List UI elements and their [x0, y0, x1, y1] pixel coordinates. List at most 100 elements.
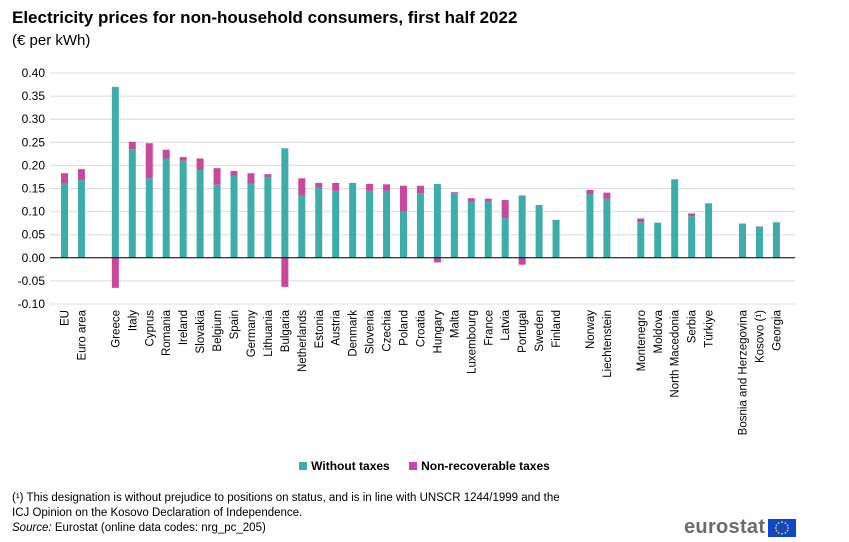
bar-without-taxes: [637, 222, 645, 258]
source-line: Source: Eurostat (online data codes: nrg…: [12, 522, 266, 534]
bar-non-recoverable-taxes: [281, 257, 289, 287]
x-tick-label: Montenegro: [636, 310, 648, 371]
y-tick-label: 0.05: [22, 228, 46, 242]
bar-non-recoverable-taxes: [400, 185, 407, 212]
bar-non-recoverable-taxes: [433, 257, 441, 263]
bar-non-recoverable-taxes: [213, 168, 221, 185]
bar-non-recoverable-taxes: [366, 183, 374, 191]
y-tick-label: 0.00: [22, 251, 46, 265]
bar-without-taxes: [688, 216, 696, 258]
bar-without-taxes: [586, 194, 594, 258]
bar-without-taxes: [77, 180, 85, 258]
x-tick-label: Norway: [585, 310, 597, 349]
y-tick-label: 0.10: [22, 205, 46, 219]
x-tick-label: Spain: [229, 310, 241, 339]
bar-non-recoverable-taxes: [535, 205, 543, 207]
bar-without-taxes: [705, 203, 713, 258]
bar-without-taxes: [366, 190, 374, 258]
y-tick-label: 0.15: [22, 182, 46, 196]
y-tick-label: -0.10: [18, 297, 46, 311]
legend-item-non-recoverable: Non-recoverable taxes: [409, 459, 550, 473]
x-tick-label: Moldova: [653, 309, 665, 353]
bar-non-recoverable-taxes: [315, 182, 323, 188]
x-tick-label: Sweden: [534, 310, 546, 352]
bar-without-taxes: [349, 183, 357, 258]
x-tick-label: Denmark: [348, 310, 360, 357]
bar-without-taxes: [128, 149, 136, 258]
x-tick-label: Poland: [399, 310, 411, 346]
bar-non-recoverable-taxes: [128, 141, 136, 150]
eu-flag-icon: [768, 518, 797, 537]
bar-non-recoverable-taxes: [603, 192, 611, 199]
bar-non-recoverable-taxes: [111, 257, 119, 288]
x-tick-label: Italy: [127, 310, 139, 331]
y-tick-label: 0.40: [22, 66, 46, 80]
bar-non-recoverable-taxes: [145, 143, 153, 179]
x-tick-label: Cyprus: [144, 310, 156, 347]
bar-without-taxes: [145, 178, 153, 258]
bar-non-recoverable-taxes: [264, 174, 272, 177]
x-tick-label: France: [483, 310, 495, 346]
x-tick-label: Ireland: [178, 310, 190, 345]
bar-without-taxes: [467, 201, 475, 258]
y-tick-label: 0.30: [22, 112, 46, 126]
legend-label-without-taxes: Without taxes: [311, 459, 390, 473]
bar-non-recoverable-taxes: [416, 185, 424, 194]
x-tick-label: Czechia: [382, 309, 394, 351]
chart-subtitle: (€ per kWh): [12, 32, 91, 49]
x-tick-label: Türkiye: [704, 310, 716, 348]
x-tick-label: Romania: [161, 309, 173, 356]
x-tick-label: Greece: [110, 310, 122, 348]
bar-without-taxes: [416, 193, 424, 258]
bar-non-recoverable-taxes: [179, 157, 187, 161]
bar-non-recoverable-taxes: [298, 178, 306, 196]
bar-without-taxes: [654, 222, 662, 258]
legend-item-without-taxes: Without taxes: [299, 459, 390, 473]
x-tick-label: Luxembourg: [466, 310, 478, 374]
bar-non-recoverable-taxes: [349, 182, 357, 184]
bar-non-recoverable-taxes: [637, 218, 645, 223]
bar-without-taxes: [281, 148, 289, 258]
x-tick-label: Croatia: [415, 309, 427, 347]
bar-non-recoverable-taxes: [61, 173, 68, 183]
bar-non-recoverable-taxes: [518, 257, 526, 265]
bar-without-taxes: [383, 190, 391, 258]
x-tick-label: Bosnia and Herzegovina: [738, 309, 750, 435]
x-tick-label: Liechtenstein: [602, 310, 614, 378]
logo-text: eurostat: [684, 516, 766, 538]
bar-without-taxes: [298, 195, 306, 258]
bar-without-taxes: [535, 206, 543, 258]
bar-without-taxes: [264, 176, 272, 258]
bar-non-recoverable-taxes: [586, 189, 594, 195]
x-tick-label: Portugal: [517, 310, 529, 353]
bar-without-taxes: [332, 190, 340, 258]
bar-without-taxes: [450, 193, 458, 258]
bar-without-taxes: [179, 160, 187, 258]
x-tick-label: Netherlands: [297, 310, 309, 372]
bar-without-taxes: [552, 219, 560, 258]
x-tick-label: Euro area: [76, 309, 88, 360]
bar-without-taxes: [755, 226, 763, 258]
bar-without-taxes: [213, 184, 221, 258]
legend-label-non-recoverable: Non-recoverable taxes: [421, 459, 550, 473]
x-tick-label: Austria: [331, 309, 343, 345]
bar-without-taxes: [230, 175, 238, 258]
bar-without-taxes: [501, 218, 509, 258]
eurostat-logo: eurostat: [684, 516, 797, 539]
bar-non-recoverable-taxes: [467, 198, 475, 202]
x-tick-label: Slovenia: [365, 309, 377, 354]
x-tick-label: North Macedonia: [670, 309, 682, 397]
y-tick-label: 0.20: [22, 158, 46, 172]
x-tick-label: Georgia: [771, 309, 783, 351]
bar-non-recoverable-taxes: [688, 213, 696, 217]
bar-without-taxes: [671, 179, 679, 258]
x-tick-label: Germany: [246, 310, 258, 358]
bar-without-taxes: [247, 183, 255, 258]
legend-swatch-non-recoverable: [409, 462, 418, 470]
bar-chart: 0.40 0.35 0.30 0.25 0.20 0.15 0.10 0.05 0.00 -0.0…: [18, 66, 795, 435]
bar-without-taxes: [518, 195, 526, 258]
bar-without-taxes: [111, 86, 119, 258]
x-tick-label: Estonia: [314, 309, 326, 348]
y-tick-label: 0.25: [22, 135, 46, 149]
bar-non-recoverable-taxes: [247, 173, 255, 184]
